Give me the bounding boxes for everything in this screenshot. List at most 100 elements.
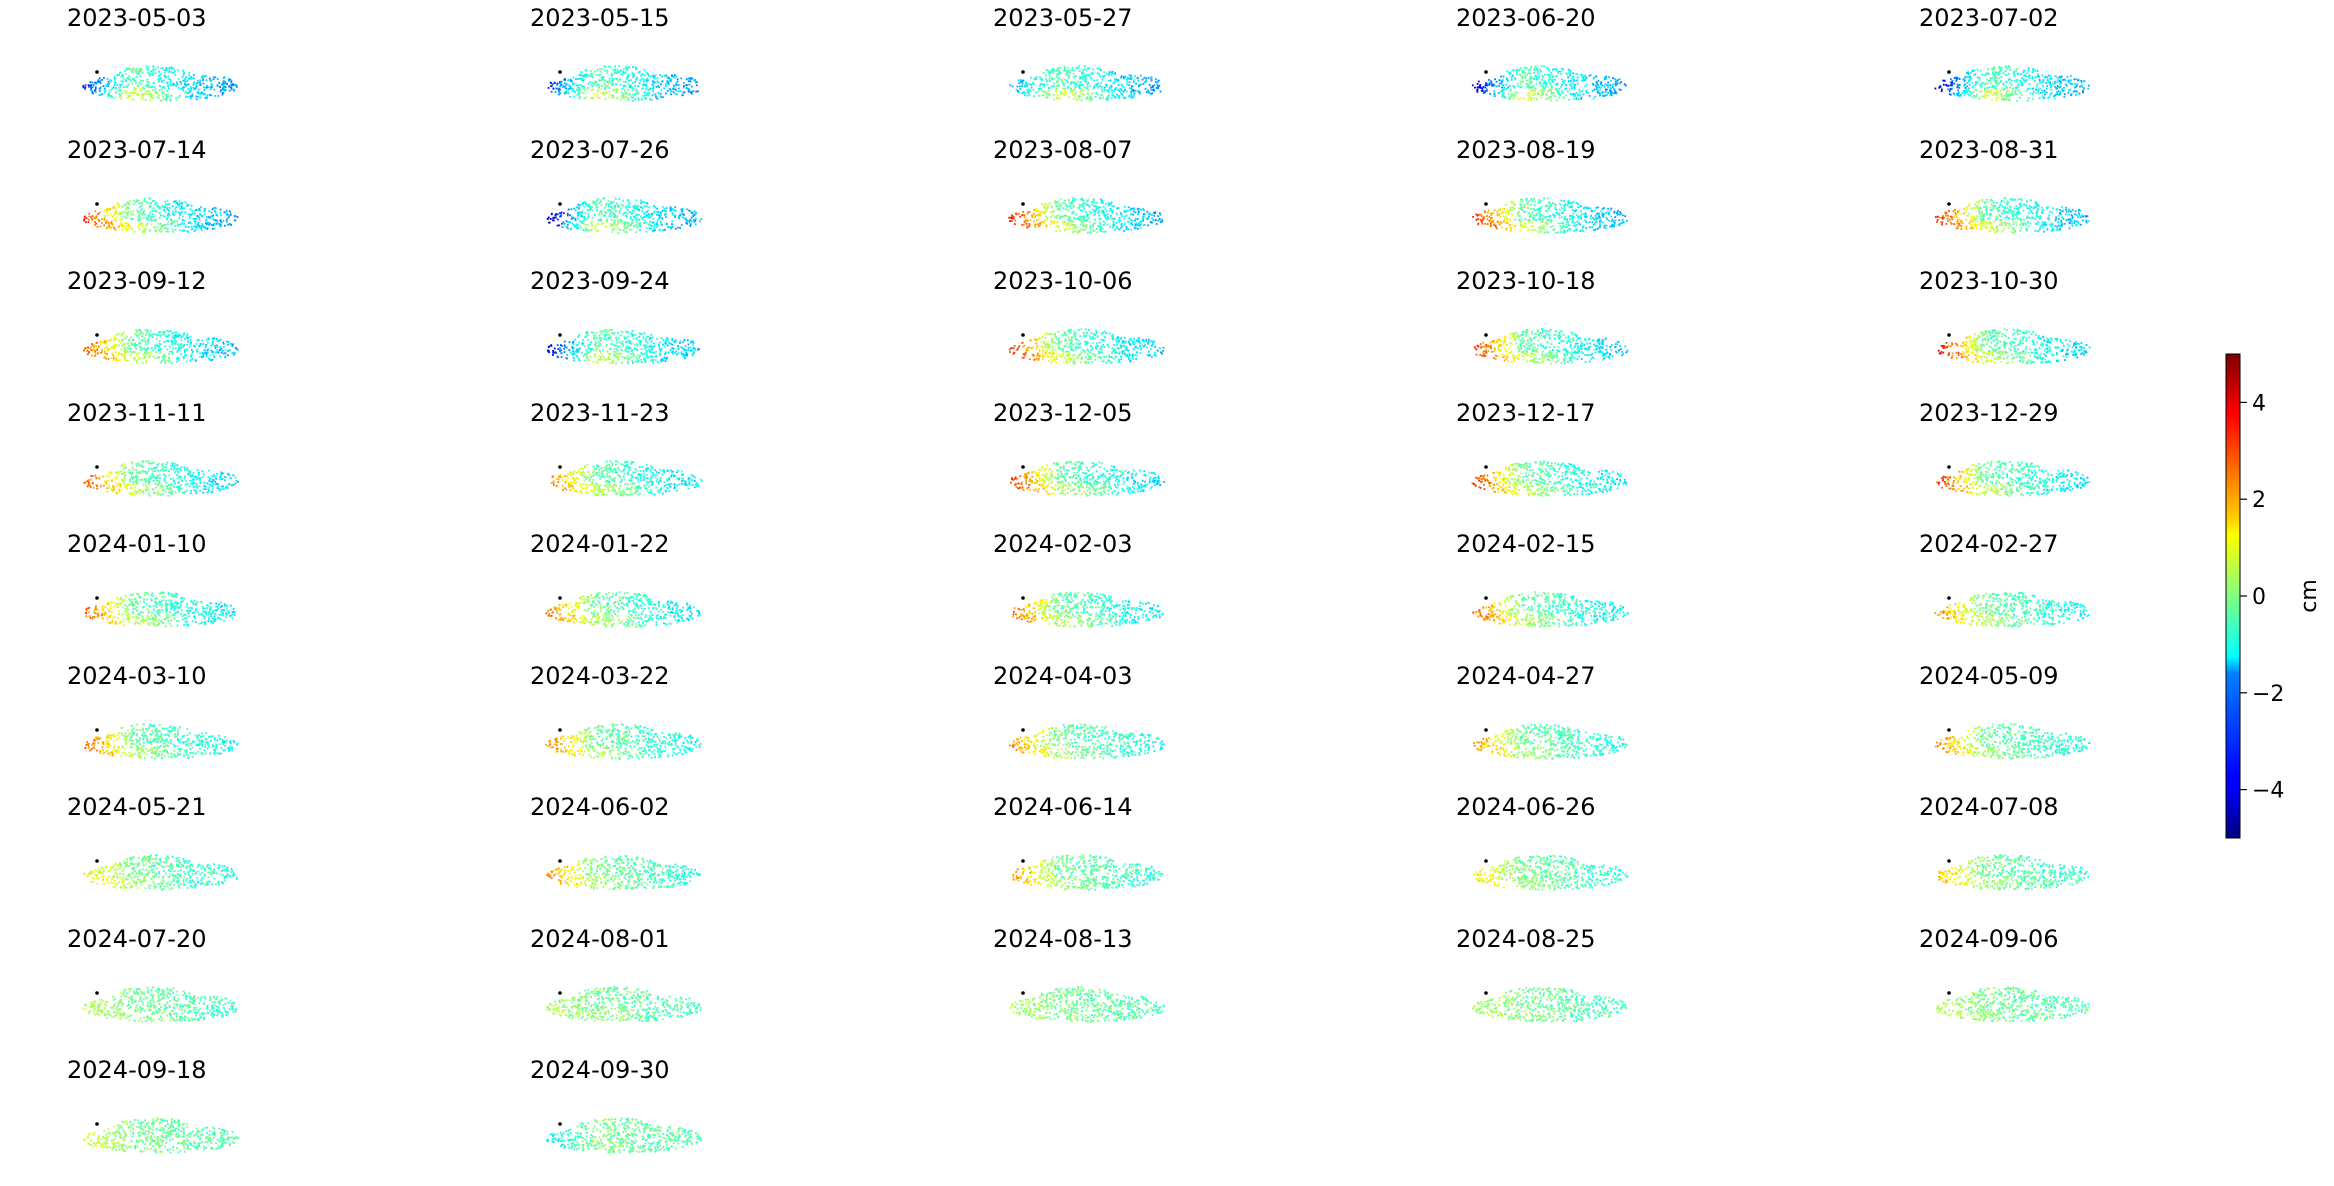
displacement-point — [665, 74, 668, 77]
displacement-point — [1993, 204, 1996, 207]
displacement-point — [1572, 75, 1575, 78]
displacement-point — [1548, 78, 1550, 80]
displacement-point — [598, 74, 600, 77]
displacement-point — [1530, 207, 1533, 210]
displacement-point — [166, 213, 169, 215]
displacement-point — [1138, 224, 1140, 226]
displacement-point — [169, 80, 172, 83]
displacement-point — [143, 197, 146, 200]
displacement-point — [1600, 210, 1602, 212]
displacement-point — [1057, 94, 1059, 97]
displacement-point — [2006, 88, 2009, 91]
displacement-point — [640, 74, 643, 76]
displacement-point — [225, 209, 228, 212]
displacement-point — [1139, 220, 1141, 223]
displacement-point — [643, 215, 645, 218]
displacement-point — [580, 220, 583, 223]
displacement-point — [113, 84, 116, 87]
displacement-point — [1992, 201, 1995, 204]
displacement-point — [1509, 208, 1511, 211]
displacement-point — [118, 203, 121, 206]
displacement-point — [120, 95, 122, 98]
displacement-point — [120, 215, 123, 218]
displacement-point — [1582, 75, 1585, 78]
displacement-point — [1943, 79, 1946, 82]
displacement-point — [186, 84, 188, 86]
displacement-point — [1514, 85, 1516, 88]
displacement-point — [1982, 217, 1985, 219]
displacement-point — [1130, 74, 1133, 77]
displacement-point — [2034, 76, 2037, 79]
displacement-point — [1509, 226, 1512, 229]
displacement-point — [1028, 223, 1031, 226]
displacement-point — [1136, 223, 1138, 226]
displacement-point — [1088, 205, 1091, 208]
displacement-point — [1984, 92, 1987, 95]
displacement-point — [188, 77, 190, 80]
displacement-point — [616, 90, 618, 93]
displacement-point — [203, 75, 206, 78]
displacement-point — [1584, 85, 1587, 87]
displacement-point — [1994, 81, 1997, 84]
displacement-point — [1544, 216, 1547, 219]
displacement-point — [185, 76, 188, 79]
displacement-point — [626, 77, 628, 80]
displacement-point — [1135, 221, 1138, 224]
displacement-point — [1549, 202, 1552, 205]
displacement-point — [1601, 84, 1604, 87]
displacement-point — [584, 223, 587, 226]
displacement-point — [1530, 65, 1533, 68]
displacement-point — [1132, 219, 1135, 221]
displacement-point — [2031, 92, 2034, 95]
displacement-point — [1484, 222, 1486, 225]
displacement-point — [2023, 79, 2026, 82]
displacement-point — [1075, 217, 1078, 219]
displacement-point — [1106, 223, 1109, 225]
displacement-point — [1139, 223, 1142, 226]
displacement-point — [1530, 97, 1533, 99]
displacement-point — [623, 80, 625, 83]
displacement-point — [188, 74, 190, 77]
displacement-point — [613, 207, 616, 210]
displacement-point — [1511, 209, 1513, 211]
displacement-point — [1072, 75, 1075, 78]
displacement-point — [204, 226, 207, 229]
displacement-point — [2026, 72, 2029, 75]
displacement-point — [1092, 200, 1095, 203]
displacement-point — [567, 78, 570, 81]
displacement-point — [1059, 229, 1062, 231]
displacement-point — [89, 86, 92, 88]
displacement-point — [1599, 94, 1601, 97]
displacement-point — [1517, 214, 1520, 216]
displacement-point — [583, 75, 585, 78]
displacement-point — [1545, 209, 1547, 212]
displacement-point — [1989, 222, 1992, 225]
displacement-point — [635, 66, 637, 69]
displacement-point — [571, 82, 574, 85]
displacement-point — [614, 215, 616, 218]
displacement-point — [1618, 78, 1621, 80]
displacement-point — [1127, 227, 1130, 230]
displacement-point — [109, 79, 112, 82]
displacement-point — [1151, 217, 1153, 219]
displacement-point — [149, 206, 151, 208]
displacement-point — [184, 91, 187, 94]
displacement-point — [651, 94, 654, 97]
displacement-point — [1505, 221, 1508, 224]
displacement-point — [1149, 212, 1151, 215]
displacement-point — [120, 217, 123, 220]
displacement-point — [580, 85, 583, 88]
displacement-point — [2029, 87, 2032, 90]
displacement-point — [604, 65, 607, 68]
displacement-point — [228, 214, 231, 217]
displacement-point — [1998, 213, 2001, 216]
displacement-point — [1045, 226, 1048, 228]
displacement-point — [1086, 96, 1088, 99]
displacement-point — [1057, 68, 1060, 71]
displacement-point — [1513, 95, 1516, 98]
displacement-point — [2024, 81, 2027, 83]
displacement-point — [106, 208, 109, 211]
displacement-point — [629, 86, 631, 89]
displacement-point — [173, 83, 175, 85]
displacement-point — [581, 219, 584, 221]
